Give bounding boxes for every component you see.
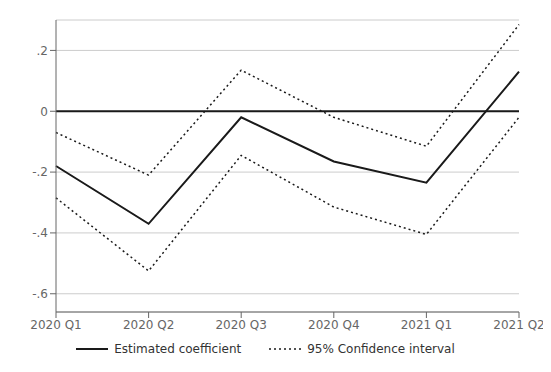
svg-text:2020 Q3: 2020 Q3	[215, 318, 266, 332]
svg-text:-.4: -.4	[32, 226, 48, 240]
svg-text:.2: .2	[37, 44, 48, 58]
svg-text:2020 Q2: 2020 Q2	[123, 318, 174, 332]
html-text:Estimated coefficient: Estimated coefficient	[114, 342, 242, 356]
svg-text:2021 Q1: 2021 Q1	[401, 318, 452, 332]
html-text:95% Confidence interval: 95% Confidence interval	[307, 342, 455, 356]
svg-text:2020 Q1: 2020 Q1	[30, 318, 81, 332]
svg-text:-.6: -.6	[32, 287, 48, 301]
svg-text:2020 Q4: 2020 Q4	[308, 318, 359, 332]
svg-text:-.2: -.2	[32, 165, 48, 179]
svg-text:2021 Q2: 2021 Q2	[493, 318, 543, 332]
svg-text:0: 0	[40, 105, 48, 119]
